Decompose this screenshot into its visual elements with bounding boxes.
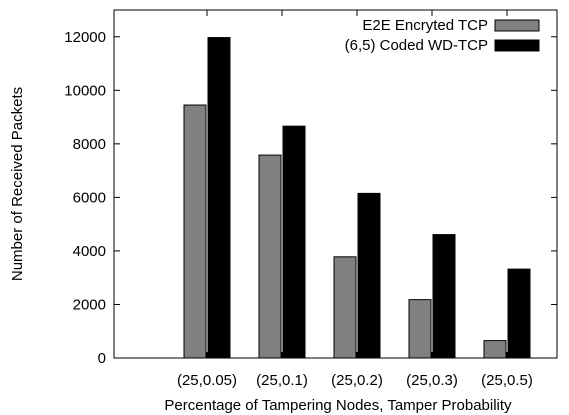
y-tick-label: 12000 [64,29,106,46]
legend-item-coded: (6,5) Coded WD-TCP [345,37,540,54]
bar-coded [282,125,306,359]
bar-e2e [258,154,282,359]
legend-label-coded: (6,5) Coded WD-TCP [345,37,488,54]
bar-coded [357,192,381,359]
bars-layer [183,37,531,359]
bar-e2e [408,299,432,359]
legend-swatch-e2e [494,19,540,32]
bar-coded [432,234,456,359]
ticks-layer: 0 2000 4000 6000 8000 10000 12000 (25,0.05) (25,… [64,10,557,389]
legend-item-e2e: E2E Encryted TCP [362,17,540,34]
bar-coded [207,37,231,359]
y-axis-title: Number of Received Packets [9,87,26,281]
legend-label-e2e: E2E Encryted TCP [362,17,488,34]
y-tick-label: 6000 [73,189,106,206]
bar-e2e [183,104,207,359]
x-tick-label: (25,0.3) [406,372,458,389]
legend-swatch-coded [494,39,540,52]
x-tick-label: (25,0.1) [256,372,308,389]
plot-area-frame [113,9,558,359]
bar-e2e [333,256,357,359]
y-tick-label: 8000 [73,136,106,153]
x-tick-label: (25,0.5) [481,372,533,389]
y-tick-label: 2000 [73,296,106,313]
x-tick-label: (25,0.2) [331,372,383,389]
y-tick-label: 10000 [64,82,106,99]
y-tick-label: 4000 [73,243,106,260]
legend: E2E Encryted TCP (6,5) Coded WD-TCP [345,17,540,54]
bar-e2e [483,340,507,359]
x-axis-title: Percentage of Tampering Nodes, Tamper Pr… [164,397,512,414]
y-tick-label: 0 [98,350,106,367]
x-tick-label: (25,0.05) [177,372,237,389]
bar-coded [507,268,531,359]
